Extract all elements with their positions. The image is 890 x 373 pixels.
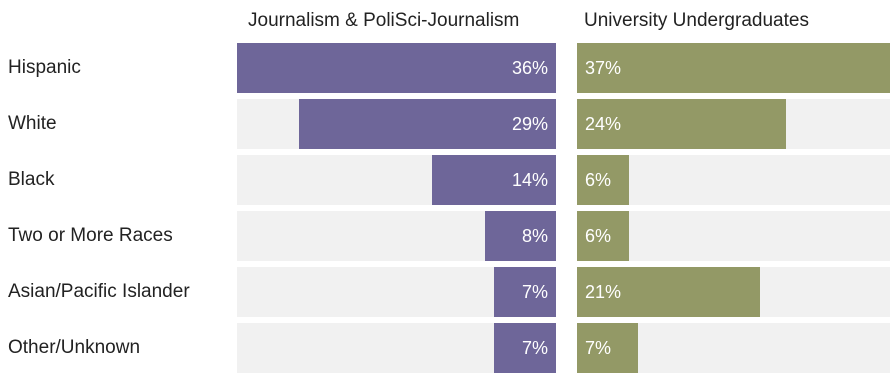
category-label-black: Black bbox=[8, 169, 55, 190]
university-bar-hispanic: 37% bbox=[577, 43, 890, 93]
university-value-label-white: 24% bbox=[585, 114, 622, 134]
category-label-two-or-more-races: Two or More Races bbox=[8, 225, 173, 246]
university-value-label-two-or-more-races: 6% bbox=[585, 226, 612, 246]
category-label-hispanic: Hispanic bbox=[8, 57, 81, 78]
right-track-black: 6% bbox=[577, 155, 890, 205]
left-track-two-or-more-races: 8% bbox=[237, 211, 556, 261]
university-bar-black: 6% bbox=[577, 155, 630, 205]
university-bar-two-or-more-races: 6% bbox=[577, 211, 630, 261]
journalism-bar-black: 14% bbox=[431, 155, 556, 205]
right-track-other-unknown: 7% bbox=[577, 323, 890, 373]
journalism-value-label-asian-pacific-islander: 7% bbox=[521, 282, 548, 302]
right-track-asian-pacific-islander: 21% bbox=[577, 267, 890, 317]
journalism-bar-other-unknown: 7% bbox=[493, 323, 556, 373]
journalism-bar-white: 29% bbox=[299, 99, 556, 149]
university-bar-other-unknown: 7% bbox=[577, 323, 638, 373]
university-value-label-black: 6% bbox=[585, 170, 612, 190]
left-track-white: 29% bbox=[237, 99, 556, 149]
left-track-hispanic: 36% bbox=[237, 43, 556, 93]
journalism-value-label-black: 14% bbox=[511, 170, 548, 190]
university-value-label-hispanic: 37% bbox=[585, 58, 622, 78]
right-track-two-or-more-races: 6% bbox=[577, 211, 890, 261]
category-label-white: White bbox=[8, 113, 57, 134]
series-header-university: University Undergraduates bbox=[584, 10, 809, 31]
university-value-label-asian-pacific-islander: 21% bbox=[585, 282, 622, 302]
journalism-bar-hispanic: 36% bbox=[237, 43, 556, 93]
journalism-value-label-white: 29% bbox=[511, 114, 548, 134]
university-value-label-other-unknown: 7% bbox=[585, 338, 612, 358]
series-header-journalism: Journalism & PoliSci-Journalism bbox=[248, 10, 520, 31]
journalism-value-label-other-unknown: 7% bbox=[521, 338, 548, 358]
category-label-asian-pacific-islander: Asian/Pacific Islander bbox=[8, 281, 190, 302]
category-label-other-unknown: Other/Unknown bbox=[8, 337, 141, 358]
university-bar-white: 24% bbox=[577, 99, 786, 149]
journalism-value-label-hispanic: 36% bbox=[511, 58, 548, 78]
journalism-bar-asian-pacific-islander: 7% bbox=[493, 267, 556, 317]
right-track-hispanic: 37% bbox=[577, 43, 890, 93]
right-track-white: 24% bbox=[577, 99, 890, 149]
left-track-other-unknown: 7% bbox=[237, 323, 556, 373]
university-bar-asian-pacific-islander: 21% bbox=[577, 267, 760, 317]
journalism-value-label-two-or-more-races: 8% bbox=[521, 226, 548, 246]
left-track-black: 14% bbox=[237, 155, 556, 205]
left-track-asian-pacific-islander: 7% bbox=[237, 267, 556, 317]
journalism-bar-two-or-more-races: 8% bbox=[485, 211, 556, 261]
